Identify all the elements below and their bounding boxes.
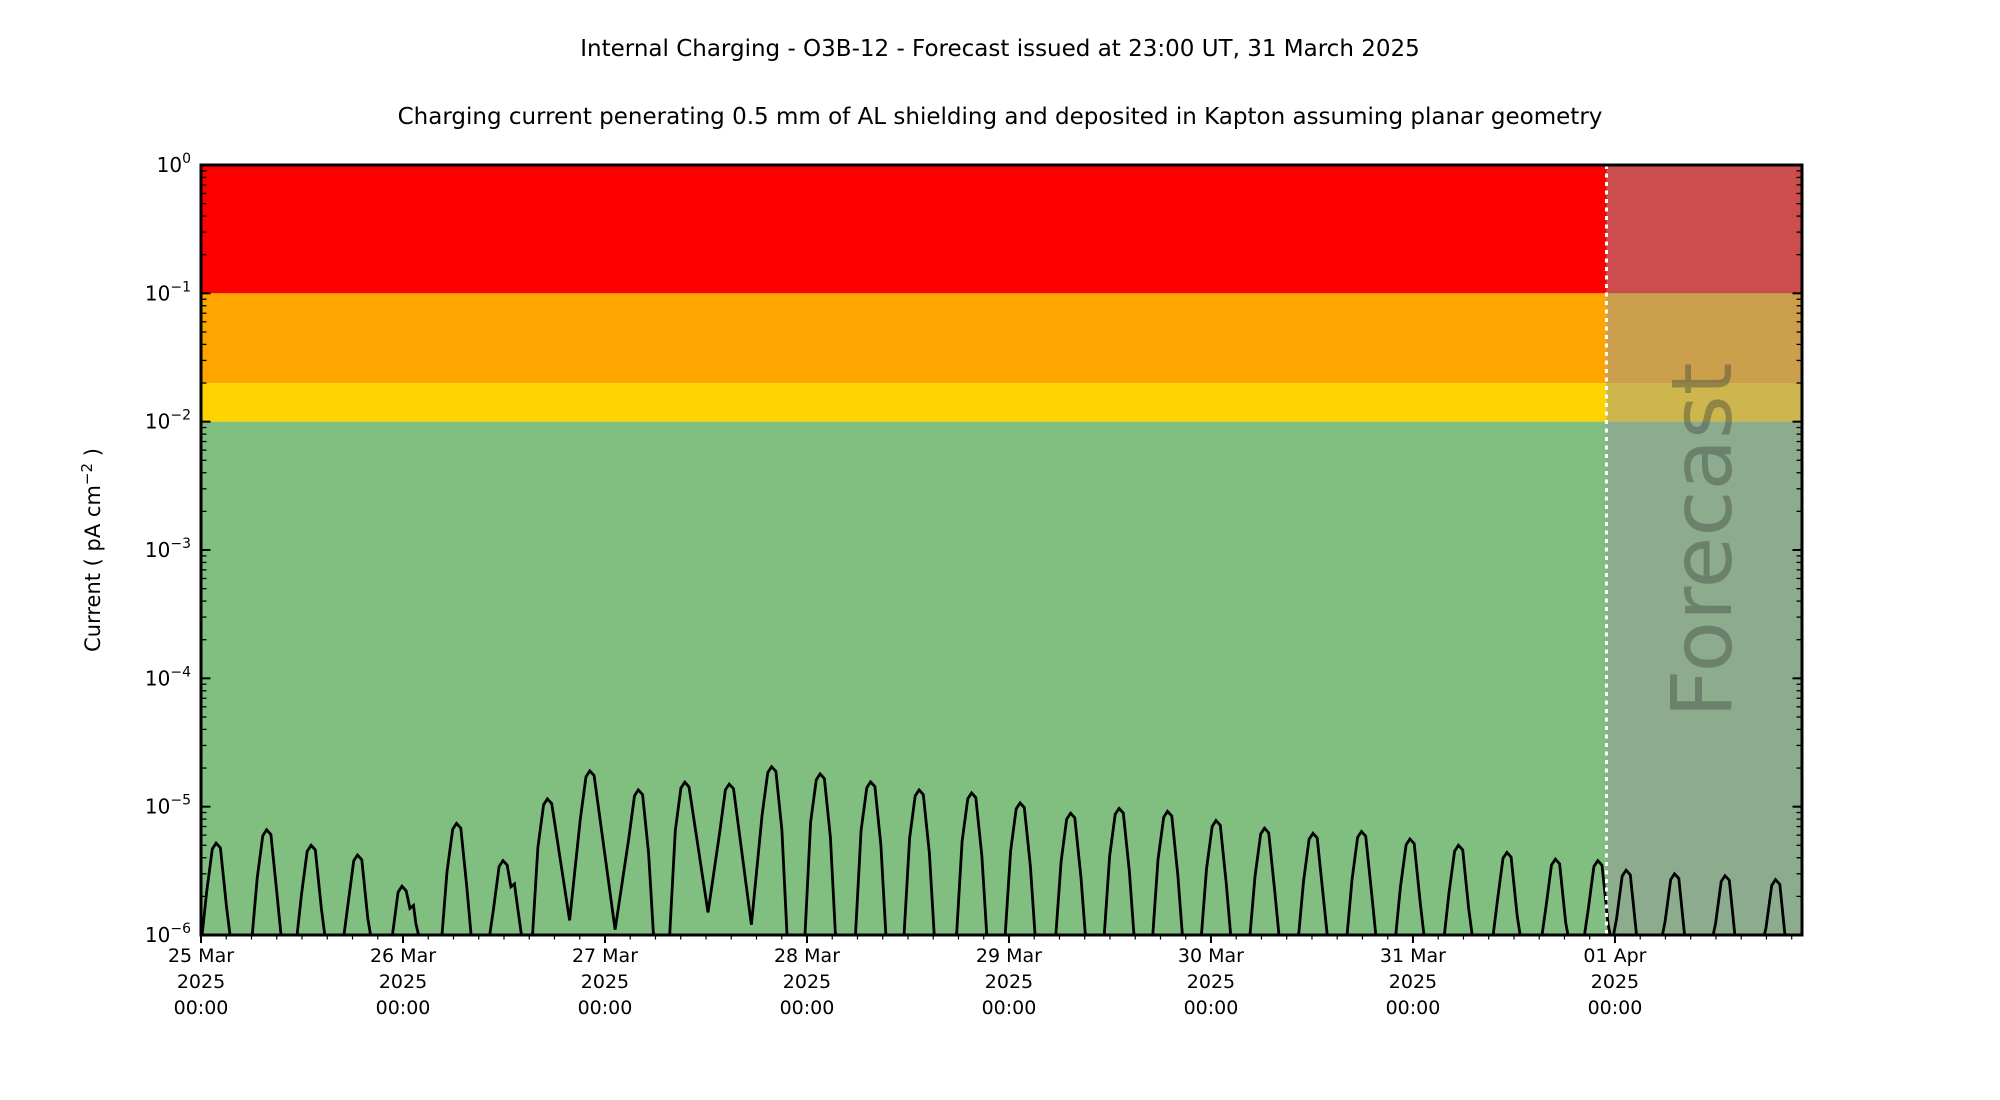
x-tick-label: 00:00: [376, 997, 431, 1019]
plot-frame: [199, 163, 1804, 937]
x-tick-label: 2025: [581, 971, 629, 993]
charging-current-line: [201, 764, 1787, 935]
y-tick-label: 10−1: [145, 279, 191, 305]
x-tick-label: 00:00: [982, 997, 1037, 1019]
risk-band-orange: [201, 293, 1802, 384]
forecast-label: Forecast: [1653, 362, 1751, 717]
x-tick-label: 2025: [1389, 971, 1437, 993]
y-tick-label: 10−6: [145, 921, 191, 947]
risk-band-green: [201, 421, 1802, 935]
y-tick-label: 100: [157, 151, 191, 177]
chart-title: Internal Charging - O3B-12 - Forecast is…: [580, 36, 1420, 62]
x-tick-label: 2025: [379, 971, 427, 993]
x-tick-label: 30 Mar: [1178, 945, 1244, 967]
y-axis-label: Current ( pA cm−2 ): [78, 448, 105, 652]
x-tick-label: 00:00: [578, 997, 633, 1019]
x-tick-label: 00:00: [174, 997, 229, 1019]
x-tick-label: 2025: [177, 971, 225, 993]
x-tick-label: 00:00: [1588, 997, 1643, 1019]
y-tick-label: 10−4: [145, 664, 191, 690]
forecast-overlay: [1606, 165, 1802, 935]
y-tick-label: 10−3: [145, 536, 191, 562]
x-tick-label: 2025: [783, 971, 831, 993]
x-tick-label: 2025: [985, 971, 1033, 993]
x-tick-label: 00:00: [1386, 997, 1441, 1019]
chart-subtitle: Charging current penerating 0.5 mm of AL…: [397, 104, 1603, 130]
x-tick-label: 00:00: [780, 997, 835, 1019]
y-axis: 100 10−1 10−2 10−3 10−4 10−5 10−6: [145, 151, 1801, 947]
risk-band-red: [201, 165, 1802, 294]
x-tick-label: 31 Mar: [1380, 945, 1446, 967]
x-tick-label: 26 Mar: [370, 945, 436, 967]
risk-bands: [201, 165, 1802, 935]
risk-band-yellow: [201, 383, 1802, 422]
y-tick-label: 10−5: [145, 793, 191, 819]
x-tick-label: 01 Apr: [1583, 945, 1646, 967]
x-tick-label: 25 Mar: [168, 945, 234, 967]
x-tick-label: 00:00: [1184, 997, 1239, 1019]
x-tick-label: 28 Mar: [774, 945, 840, 967]
x-axis: 25 Mar 2025 00:00 26 Mar 2025 00:00 27 Mar 2025…: [168, 935, 1793, 1019]
y-tick-label: 10−2: [145, 408, 191, 434]
x-tick-label: 29 Mar: [976, 945, 1042, 967]
x-tick-label: 2025: [1591, 971, 1639, 993]
x-tick-label: 27 Mar: [572, 945, 638, 967]
x-tick-label: 2025: [1187, 971, 1235, 993]
